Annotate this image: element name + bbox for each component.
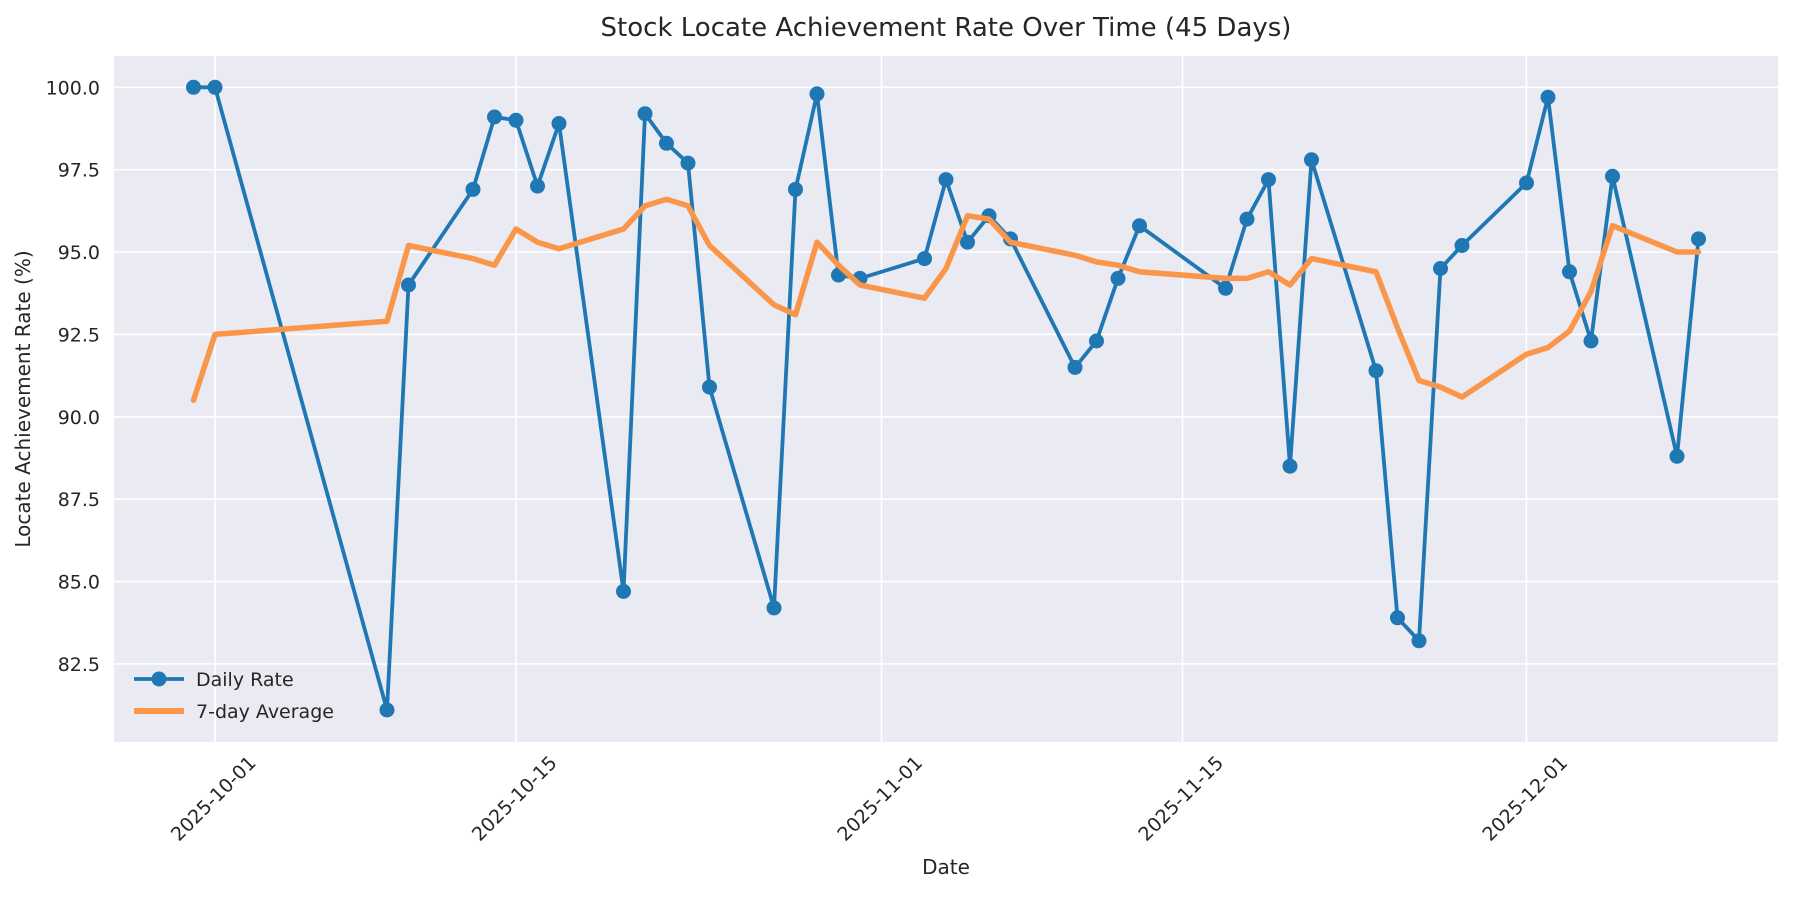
plot-area [114,56,1778,742]
data-point-daily-2025-10-24 [702,379,717,395]
x-tick-label-2025-11-15: 2025-11-15 [1134,752,1228,846]
legend: Daily Rate 7-day Average [134,669,334,723]
x-tick-label-2025-11-01: 2025-11-01 [833,752,927,846]
data-point-daily-2025-10-27 [766,600,782,616]
y-tick-label-92.5: 92.5 [58,324,100,346]
data-point-daily-2025-11-11 [1089,333,1104,349]
y-tick-label-97.5: 97.5 [58,160,100,182]
data-point-daily-2025-10-13 [465,181,481,197]
data-point-daily-2025-12-09 [1691,231,1706,247]
y-tick-label-90: 90.0 [58,407,100,429]
data-point-daily-2025-10-28 [788,181,803,197]
data-point-daily-2025-12-05 [1605,168,1620,184]
data-point-daily-2025-12-01 [1519,175,1534,191]
data-point-daily-2025-11-24 [1368,363,1384,379]
data-point-daily-2025-10-21 [637,106,653,122]
y-tick-label-85: 85.0 [58,572,100,594]
legend-label-7-day-average: 7-day Average [196,701,334,723]
data-point-daily-2025-11-25 [1390,610,1405,626]
data-point-daily-2025-11-03 [917,251,932,267]
data-point-daily-2025-12-08 [1669,448,1685,464]
x-tick-label-2025-10-01: 2025-10-01 [167,752,261,846]
data-point-daily-2025-10-23 [680,155,696,171]
daily-rate-marker-icon [151,671,167,687]
y-tick-labels: 82.5 85.0 87.5 90.0 92.5 95.0 97.5 100.0 [46,77,100,676]
data-point-daily-2025-10-20 [616,583,631,599]
data-point-daily-2025-11-10 [1067,359,1083,375]
data-point-daily-2025-10-29 [809,86,825,102]
data-point-daily-2025-10-01 [207,79,223,95]
x-tick-label-2025-10-15: 2025-10-15 [468,752,562,846]
gridlines [114,56,1778,742]
data-point-daily-2025-11-27 [1433,261,1448,276]
data-point-daily-2025-11-21 [1304,152,1319,168]
data-point-daily-2025-10-15 [508,112,524,128]
data-point-daily-2025-09-30 [186,79,201,95]
data-point-daily-2025-12-02 [1540,89,1556,105]
data-point-daily-2025-11-13 [1132,218,1147,234]
data-point-daily-2025-10-14 [487,109,502,125]
data-point-daily-2025-10-09 [379,702,395,718]
data-point-daily-2025-12-03 [1562,264,1577,280]
series-lines [186,79,1706,718]
legend-item-daily-rate: Daily Rate [134,669,294,691]
data-point-daily-2025-11-19 [1261,172,1276,188]
y-tick-label-82.5: 82.5 [58,654,100,676]
data-point-daily-2025-11-04 [938,172,954,188]
data-point-daily-2025-10-17 [551,116,567,131]
data-point-daily-2025-10-16 [530,178,545,194]
data-point-daily-2025-11-20 [1282,458,1298,474]
y-tick-label-100: 100.0 [46,77,100,99]
data-point-daily-2025-12-04 [1583,333,1599,349]
data-point-daily-2025-11-12 [1110,270,1126,286]
data-point-daily-2025-10-22 [659,135,674,151]
data-point-daily-2025-11-26 [1411,633,1427,649]
data-point-daily-2025-11-05 [960,234,975,250]
data-point-daily-2025-11-28 [1454,238,1470,253]
y-tick-label-87.5: 87.5 [58,489,100,511]
x-tick-labels: 2025-10-01 2025-10-15 2025-11-01 2025-11-15… [167,752,1572,846]
legend-item-7-day-average: 7-day Average [134,701,334,723]
x-tick-label-2025-12-01: 2025-12-01 [1478,752,1572,846]
x-axis-label: Date [922,855,970,879]
data-point-daily-2025-11-17 [1218,280,1233,296]
seven-day-average-line [190,196,1702,404]
chart-title: Stock Locate Achievement Rate Over Time … [601,13,1292,43]
y-tick-label-95: 95.0 [58,242,100,264]
legend-label-daily-rate: Daily Rate [196,669,294,691]
y-axis-label: Locate Achievement Rate (%) [11,250,35,547]
data-point-daily-2025-10-10 [401,277,416,293]
data-point-daily-2025-11-18 [1239,211,1255,227]
